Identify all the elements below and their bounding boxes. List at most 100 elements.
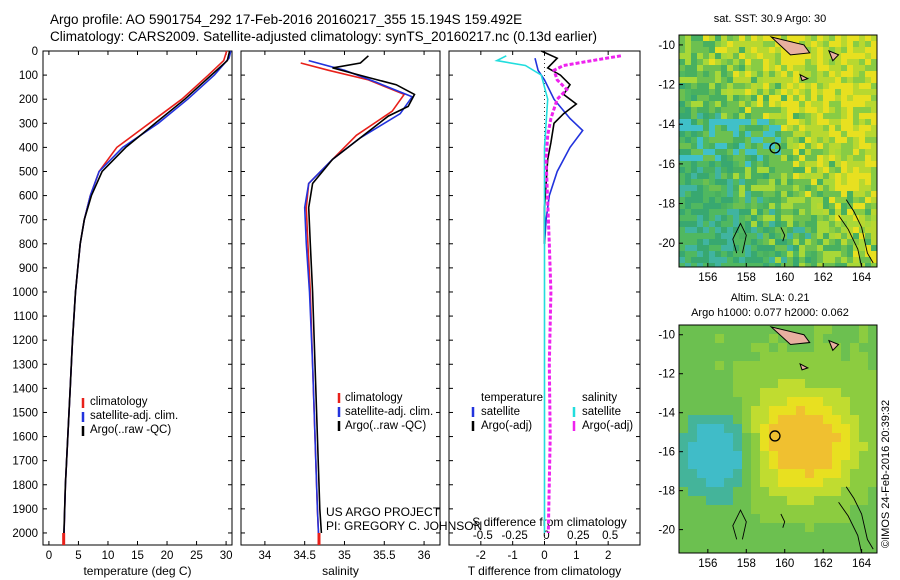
map-cell [691, 107, 697, 113]
map-cell [859, 149, 865, 155]
map-cell [841, 209, 847, 215]
map-cell [706, 397, 715, 406]
map-cell [733, 167, 739, 173]
map-cell [751, 155, 757, 161]
map-cell [724, 325, 733, 334]
map-cell [799, 209, 805, 215]
map-cell [781, 245, 787, 251]
map-cell [853, 59, 859, 65]
map-cell [832, 478, 841, 487]
map-cell [745, 83, 751, 89]
map-cell [691, 203, 697, 209]
map-cell [679, 113, 685, 119]
map-cell [817, 245, 823, 251]
map-cell [769, 469, 778, 478]
map-cell [871, 179, 877, 185]
map-cell [796, 397, 805, 406]
map-cell [787, 191, 793, 197]
map-cell [796, 532, 805, 541]
map-cell [715, 215, 721, 221]
legend-head-temperature: temperature [481, 392, 543, 404]
map-cell [841, 107, 847, 113]
map-cell [805, 469, 814, 478]
map-cell [751, 433, 760, 442]
map-cell [853, 233, 859, 239]
legend-temperature: climatology satellite-adj. clim. Argo(..… [81, 396, 178, 436]
map-cell [721, 119, 727, 125]
map-cell [817, 251, 823, 257]
map-cell [691, 47, 697, 53]
map-cell [751, 424, 760, 433]
map-cell [868, 352, 877, 361]
map-cell [688, 352, 697, 361]
map-cell [787, 83, 793, 89]
map-cell [835, 251, 841, 257]
y-tick-label: 600 [19, 191, 38, 203]
map-cell [769, 191, 775, 197]
map-cell [865, 257, 871, 263]
map-cell [679, 433, 688, 442]
map-cell [799, 161, 805, 167]
map-y-tick-label: -16 [658, 447, 675, 459]
x-tick-label: 0 [46, 550, 52, 562]
map-cell [739, 125, 745, 131]
map-cell [739, 35, 745, 41]
map-cell [745, 77, 751, 83]
map-cell [841, 149, 847, 155]
map-cell [778, 334, 787, 343]
map-cell [715, 415, 724, 424]
map-cell [727, 215, 733, 221]
map-cell [703, 35, 709, 41]
map-cell [865, 101, 871, 107]
map-cell [859, 523, 868, 532]
map-cell [751, 209, 757, 215]
map-cell [841, 197, 847, 203]
map-cell [685, 251, 691, 257]
map-cell [793, 197, 799, 203]
map-cell [829, 203, 835, 209]
map-cell [745, 95, 751, 101]
map-cell [823, 83, 829, 89]
map-cell [835, 155, 841, 161]
map-cell [769, 451, 778, 460]
legend-label-climatology: climatology [345, 392, 403, 404]
map-cell [817, 155, 823, 161]
map-cell [775, 107, 781, 113]
map-cell [715, 460, 724, 469]
map-cell [775, 65, 781, 71]
map-cell [787, 245, 793, 251]
map-cell [721, 59, 727, 65]
map-cell [871, 95, 877, 101]
temperature-panel: 0100200300400500600700800900100011001200… [12, 46, 233, 578]
map-cell [850, 334, 859, 343]
chart-title-line1: Argo profile: AO 5901754_292 17-Feb-2016… [50, 12, 523, 27]
map-cell [859, 397, 868, 406]
map-cell [727, 83, 733, 89]
map-cell [715, 532, 724, 541]
map-cell [835, 35, 841, 41]
map-cell [817, 101, 823, 107]
map-cell [679, 424, 688, 433]
map-cell [781, 83, 787, 89]
map-cell [697, 197, 703, 203]
map-cell [739, 251, 745, 257]
map-cell [769, 460, 778, 469]
map-cell [733, 53, 739, 59]
map-cell [793, 107, 799, 113]
map-cell [679, 71, 685, 77]
map-cell [868, 424, 877, 433]
map-cell [817, 191, 823, 197]
map-cell [703, 239, 709, 245]
map-cell [685, 83, 691, 89]
map-cell [787, 263, 793, 267]
map-cell [751, 325, 760, 334]
map-cell [715, 83, 721, 89]
map-cell [739, 209, 745, 215]
map-cell [703, 197, 709, 203]
map-cell [721, 95, 727, 101]
map-cell [760, 550, 769, 553]
map-cell [745, 89, 751, 95]
map-cell [709, 71, 715, 77]
map-cell [769, 119, 775, 125]
map-cell [763, 59, 769, 65]
